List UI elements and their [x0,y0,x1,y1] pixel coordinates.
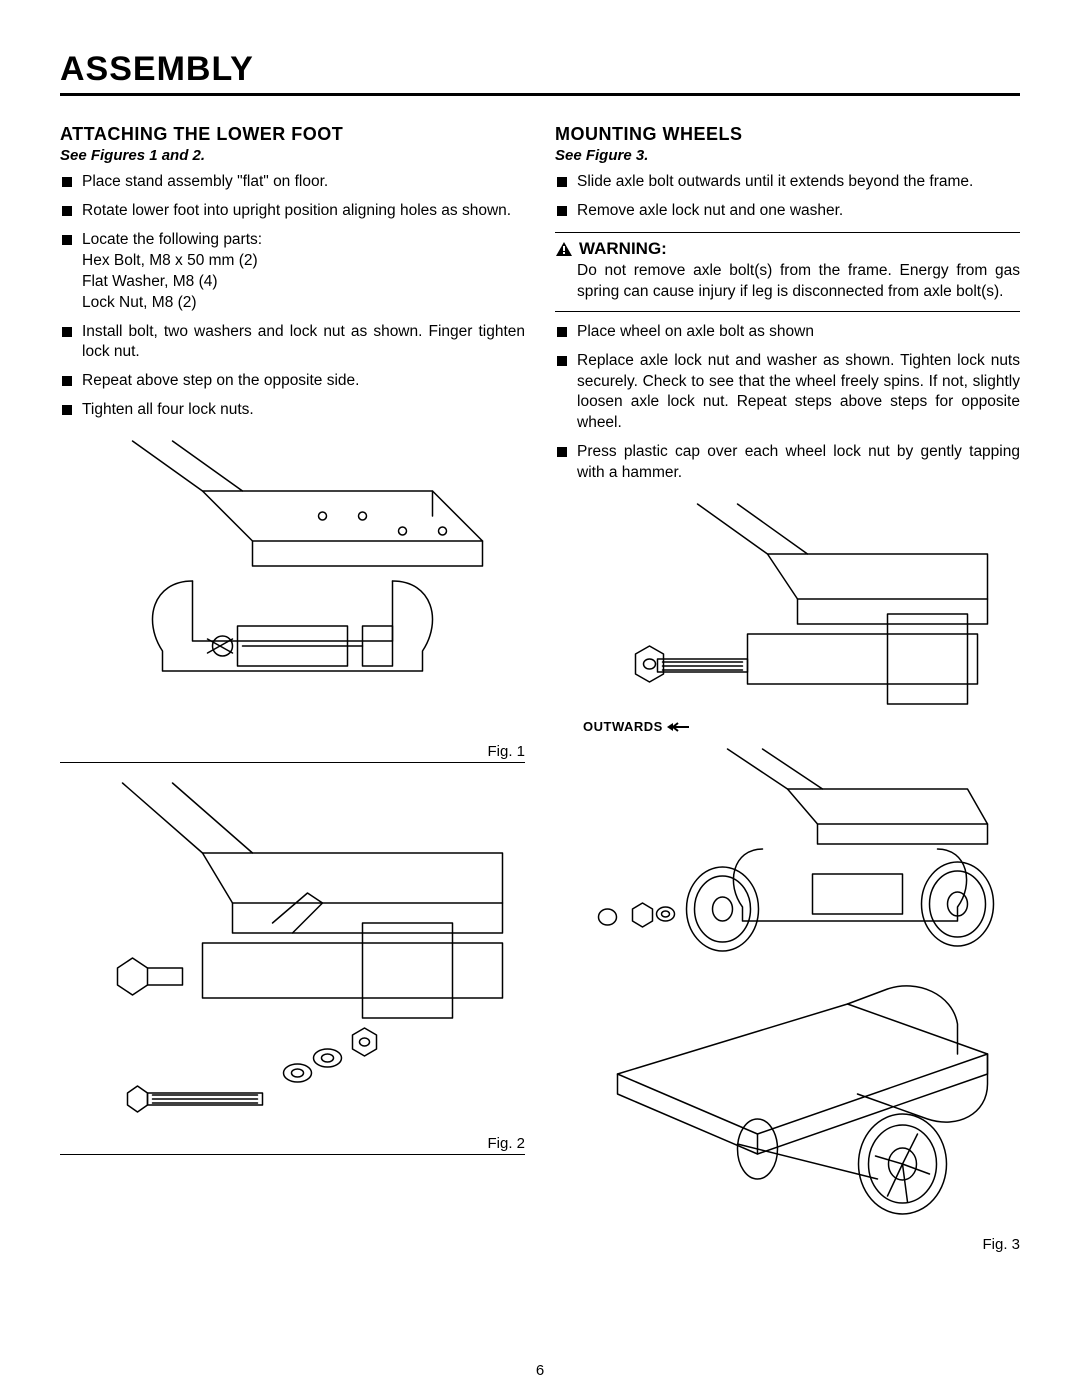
list-item: Replace axle lock nut and washer as show… [555,351,1020,435]
list-item: Place stand assembly "flat" on floor. [60,172,525,193]
figure-3-caption: Fig. 3 [555,1236,1020,1253]
warning-block: WARNING: Do not remove axle bolt(s) from… [555,232,1020,312]
figure-1-caption: Fig. 1 [60,743,525,760]
left-steps: Place stand assembly "flat" on floor. Ro… [60,172,525,421]
figure-1-diagram [60,431,525,741]
page-title: ASSEMBLY [60,50,1020,96]
page-number: 6 [0,1362,1080,1379]
list-item: Repeat above step on the opposite side. [60,371,525,392]
warning-heading: WARNING: [555,239,1020,259]
right-steps-a: Slide axle bolt outwards until it extend… [555,172,1020,222]
list-item: Press plastic cap over each wheel lock n… [555,442,1020,484]
list-item: Install bolt, two washers and lock nut a… [60,322,525,364]
figure-2-diagram [60,773,525,1133]
warning-label: WARNING: [579,239,667,259]
list-item: Rotate lower foot into upright position … [60,201,525,222]
right-steps-b: Place wheel on axle bolt as shown Replac… [555,322,1020,484]
left-see-figures: See Figures 1 and 2. [60,147,525,164]
list-item: Place wheel on axle bolt as shown [555,322,1020,343]
figure-2-box: Fig. 2 [60,773,525,1155]
figure-2-caption: Fig. 2 [60,1135,525,1152]
right-see-figures: See Figure 3. [555,147,1020,164]
outwards-label: OUTWARDS [583,719,689,734]
figure-1-box: Fig. 1 [60,431,525,763]
figure-3-diagram: OUTWARDS [555,494,1020,1234]
list-item: Slide axle bolt outwards until it extend… [555,172,1020,193]
warning-body: Do not remove axle bolt(s) from the fram… [555,261,1020,303]
figure-3-box: OUTWARDS Fig. 3 [555,494,1020,1253]
list-item: Tighten all four lock nuts. [60,400,525,421]
left-heading: ATTACHING THE LOWER FOOT [60,124,525,145]
warning-triangle-icon [555,241,573,257]
content-columns: ATTACHING THE LOWER FOOT See Figures 1 a… [60,124,1020,1253]
list-item: Remove axle lock nut and one washer. [555,201,1020,222]
right-heading: MOUNTING WHEELS [555,124,1020,145]
list-item: Locate the following parts: Hex Bolt, M8… [60,230,525,314]
right-column: MOUNTING WHEELS See Figure 3. Slide axle… [555,124,1020,1253]
arrow-left-icon [667,722,689,732]
left-column: ATTACHING THE LOWER FOOT See Figures 1 a… [60,124,525,1253]
